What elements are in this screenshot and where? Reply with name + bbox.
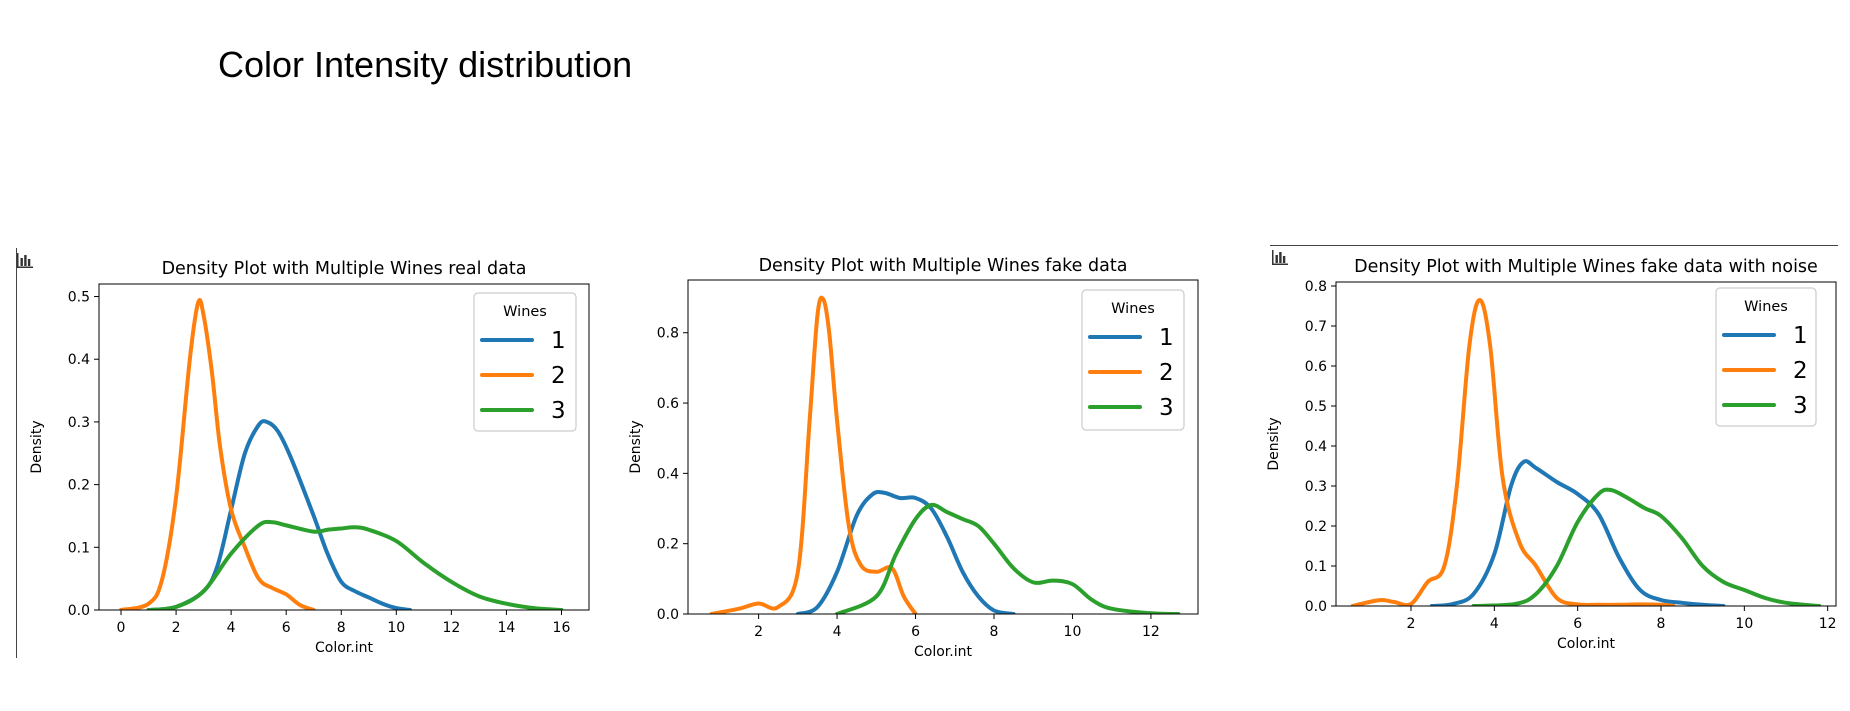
x-tick-label: 6 [1573, 616, 1582, 632]
legend-label-3: 3 [1159, 395, 1174, 421]
right-cell-border [1270, 245, 1838, 246]
density-chart-1: Density Plot with Multiple Wines real da… [29, 259, 590, 656]
plot-frame [98, 283, 590, 611]
y-axis-label: Density [1266, 417, 1282, 470]
legend-label-1: 1 [1159, 325, 1174, 351]
bar-chart-icon[interactable] [1272, 250, 1288, 265]
y-axis-label: Density [628, 420, 644, 473]
series-line-1 [1429, 459, 1726, 606]
y-tick-label: 0.5 [1305, 399, 1327, 415]
y-tick-label: 0.6 [657, 396, 679, 412]
x-tick-label: 4 [227, 620, 236, 636]
legend-label-2: 2 [1793, 358, 1808, 384]
legend-box [1081, 289, 1185, 431]
x-tick-label: 2 [172, 620, 181, 636]
y-tick-label: 0.4 [1305, 439, 1327, 455]
series-line-1 [146, 419, 413, 610]
series-line-2 [119, 298, 316, 610]
x-tick-label: 16 [553, 620, 571, 636]
x-tick-label: 8 [1657, 616, 1666, 632]
y-tick-label: 0.0 [1305, 599, 1327, 615]
bar-chart-icon[interactable] [17, 253, 33, 268]
legend-label-2: 2 [551, 363, 566, 389]
plot-frame [1335, 281, 1837, 607]
plot-frame [687, 279, 1199, 615]
y-tick-label: 0.4 [657, 466, 679, 482]
x-tick-label: 4 [833, 624, 842, 640]
y-tick-label: 0.8 [657, 326, 679, 342]
y-axis-label: Density [29, 420, 45, 473]
series-line-2 [1350, 298, 1676, 606]
y-tick-label: 0.0 [657, 607, 679, 623]
y-tick-label: 0.2 [1305, 519, 1327, 535]
y-tick-label: 0.1 [68, 540, 90, 556]
legend-box [1715, 287, 1817, 427]
legend-label-3: 3 [551, 398, 566, 424]
x-tick-label: 6 [911, 624, 920, 640]
series-line-3 [1471, 487, 1822, 606]
x-tick-label: 10 [1064, 624, 1082, 640]
legend-label-2: 2 [1159, 360, 1174, 386]
chart-title: Density Plot with Multiple Wines fake da… [759, 256, 1128, 276]
density-chart-2: Density Plot with Multiple Wines fake da… [628, 256, 1199, 660]
series-line-2 [709, 295, 918, 614]
x-axis-label: Color.int [315, 640, 373, 656]
legend-label-1: 1 [551, 328, 566, 354]
y-tick-label: 0.6 [1305, 359, 1327, 375]
y-tick-label: 0.3 [68, 415, 90, 431]
x-tick-label: 10 [387, 620, 405, 636]
x-tick-label: 2 [754, 624, 763, 640]
y-tick-label: 0.3 [1305, 479, 1327, 495]
series-line-3 [146, 519, 564, 610]
x-tick-label: 12 [442, 620, 460, 636]
y-tick-label: 0.4 [68, 352, 90, 368]
y-tick-label: 0.2 [68, 478, 90, 494]
y-tick-label: 0.7 [1305, 319, 1327, 335]
legend: Wines 1 2 3 [1715, 287, 1817, 427]
legend-box [473, 292, 577, 432]
legend-label-1: 1 [1793, 323, 1808, 349]
x-tick-label: 4 [1490, 616, 1499, 632]
x-tick-label: 10 [1735, 616, 1753, 632]
x-tick-label: 8 [990, 624, 999, 640]
series-line-1 [795, 489, 1016, 614]
legend-label-3: 3 [1793, 393, 1808, 419]
x-tick-label: 6 [282, 620, 291, 636]
density-chart-3: Density Plot with Multiple Wines fake da… [1266, 257, 1837, 652]
y-tick-label: 0.1 [1305, 559, 1327, 575]
x-tick-label: 8 [337, 620, 346, 636]
y-tick-label: 0.2 [657, 537, 679, 553]
x-tick-label: 12 [1142, 624, 1160, 640]
left-cell-border [16, 248, 17, 658]
series-line-3 [835, 502, 1181, 614]
y-tick-label: 0.5 [68, 290, 90, 306]
x-tick-label: 0 [117, 620, 126, 636]
legend-title: Wines [1111, 301, 1155, 317]
x-tick-label: 2 [1407, 616, 1416, 632]
chart-title: Density Plot with Multiple Wines fake da… [1354, 257, 1818, 277]
x-axis-label: Color.int [1557, 636, 1615, 652]
chart-title: Density Plot with Multiple Wines real da… [162, 259, 527, 279]
legend-title: Wines [1744, 299, 1788, 315]
page-title: Color Intensity distribution [218, 44, 633, 85]
legend-title: Wines [503, 304, 547, 320]
x-tick-label: 12 [1819, 616, 1837, 632]
x-axis-label: Color.int [914, 644, 972, 660]
x-tick-label: 14 [498, 620, 516, 636]
y-tick-label: 0.0 [68, 603, 90, 619]
y-tick-label: 0.8 [1305, 279, 1327, 295]
